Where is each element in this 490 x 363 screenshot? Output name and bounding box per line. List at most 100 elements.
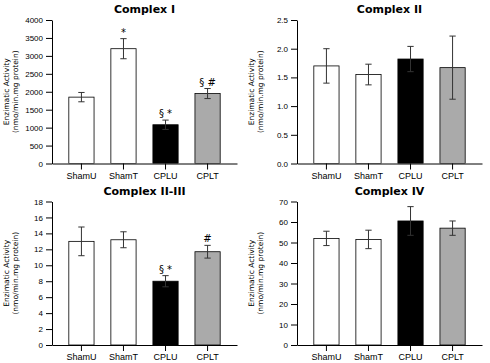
error-stem <box>165 120 166 129</box>
error-stem <box>81 227 82 256</box>
error-stem <box>452 221 453 235</box>
y-tick-mark <box>291 243 297 244</box>
error-cap <box>204 88 210 89</box>
y-tick-label: 50 <box>279 239 288 248</box>
panel: § *#ShamUShamTCPLUCPLT024681012141618Enz… <box>2 185 237 363</box>
error-stem <box>81 92 82 101</box>
figure: *§ *§ #ShamUShamTCPLUCPLT050010001500200… <box>0 0 490 363</box>
error-cap <box>162 275 168 276</box>
y-tick-mark <box>291 304 297 305</box>
y-tick-mark <box>46 164 52 165</box>
x-tick: CPLT <box>196 164 219 181</box>
y-tick: 0 <box>39 160 52 169</box>
annotations: § *# <box>159 233 212 274</box>
y-axis-title-line: (nmo/min.mg protein) <box>256 50 265 133</box>
error-cap <box>323 231 329 232</box>
y-tick-mark <box>291 164 297 165</box>
y-tick-mark <box>291 284 297 285</box>
error-cap <box>407 46 413 47</box>
x-tick: ShamU <box>311 164 341 181</box>
error-bar <box>120 39 126 59</box>
error-stem <box>368 230 369 248</box>
y-tick: 2500 <box>25 70 52 79</box>
y-tick-mark <box>46 202 52 203</box>
y-tick: 50 <box>279 239 297 248</box>
error-cap <box>449 220 455 221</box>
title: Complex II-III <box>103 185 185 198</box>
x-tick-label: ShamU <box>311 352 341 362</box>
marks <box>314 207 465 345</box>
x-tick-label: CPLT <box>196 352 219 362</box>
y-tick-mark <box>46 146 52 147</box>
axis-line <box>297 21 298 165</box>
x-tick: CPLU <box>399 164 423 181</box>
x-tick: CPLU <box>154 164 178 181</box>
bar <box>356 75 381 164</box>
y-tick-mark <box>46 281 52 282</box>
error-stem <box>123 39 124 59</box>
panel: ShamUShamTCPLUCPLT010203040506070Enzimat… <box>247 185 482 363</box>
error-cap <box>120 38 126 39</box>
y-tick-label: 30 <box>279 280 288 289</box>
y-tick-mark <box>291 77 297 78</box>
error-stem <box>368 64 369 85</box>
y-tick: 70 <box>279 198 297 207</box>
x-tick: ShamT <box>109 345 139 362</box>
y-tick: 2.5 <box>277 16 297 25</box>
x-tick: CPLT <box>441 345 464 362</box>
error-cap <box>204 98 210 99</box>
y-axis: 0.00.51.01.52.02.5 <box>277 16 298 169</box>
y-tick: 500 <box>30 142 52 151</box>
error-cap <box>449 235 455 236</box>
y-tick-mark <box>46 20 52 21</box>
marks <box>69 39 220 164</box>
y-tick-label: 2000 <box>25 88 43 97</box>
x-tick-mark <box>368 164 369 170</box>
title: Complex IV <box>355 185 425 198</box>
y-tick-mark <box>46 217 52 218</box>
error-bar <box>162 120 168 129</box>
x-tick: ShamU <box>311 345 341 362</box>
y-tick: 2000 <box>25 88 52 97</box>
y-tick-label: 40 <box>279 259 288 268</box>
y-axis: 05001000150020002500300035004000 <box>25 16 52 169</box>
y-tick-mark <box>46 329 52 330</box>
y-tick-label: 10 <box>34 261 43 270</box>
y-tick-label: 60 <box>279 218 288 227</box>
error-cap <box>78 92 84 93</box>
error-bar <box>323 49 329 83</box>
y-axis-title-line: (nmo/min.mg protein) <box>11 50 20 133</box>
y-tick: 40 <box>279 259 297 268</box>
y-axis-title: Enzimatic Activity(nmo/min.mg protein) <box>247 232 265 315</box>
y-axis-title: Enzimatic Activity(nmo/min.mg protein) <box>2 50 20 133</box>
axis-line <box>298 164 483 165</box>
y-tick-mark <box>291 135 297 136</box>
y-tick-label: 2 <box>39 325 44 334</box>
error-cap <box>120 231 126 232</box>
y-tick: 6 <box>39 293 52 302</box>
y-tick: 12 <box>34 245 52 254</box>
y-tick: 2.0 <box>277 45 297 54</box>
marks <box>314 36 465 163</box>
error-cap <box>449 36 455 37</box>
y-tick-mark <box>291 263 297 264</box>
error-cap <box>365 230 371 231</box>
x-tick-label: CPLT <box>441 352 464 362</box>
x-tick-mark <box>81 345 82 351</box>
error-cap <box>78 255 84 256</box>
axis-line <box>298 345 483 346</box>
x-axis: ShamUShamTCPLUCPLT <box>298 164 483 181</box>
x-tick: ShamT <box>109 164 139 181</box>
y-tick-label: 8 <box>39 277 44 286</box>
error-stem <box>410 46 411 71</box>
error-stem <box>207 89 208 99</box>
y-tick-mark <box>291 325 297 326</box>
y-tick: 16 <box>34 214 52 223</box>
y-tick: 30 <box>279 280 297 289</box>
y-tick-label: 0.5 <box>277 131 289 140</box>
error-cap <box>162 129 168 130</box>
x-tick: CPLU <box>154 345 178 362</box>
axis-line <box>53 345 238 346</box>
x-tick: CPLU <box>399 345 423 362</box>
x-tick-label: ShamT <box>109 352 139 362</box>
